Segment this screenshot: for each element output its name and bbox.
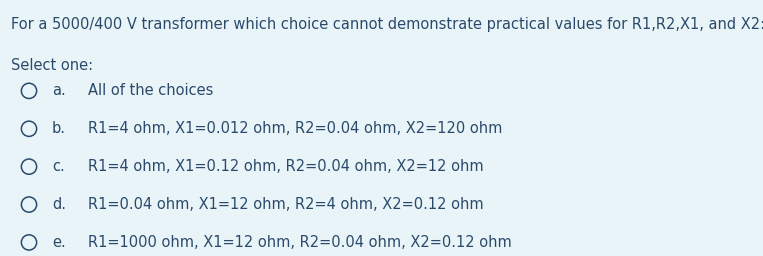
Text: e.: e. [52,235,66,250]
Text: d.: d. [52,197,66,212]
Text: R1=1000 ohm, X1=12 ohm, R2=0.04 ohm, X2=0.12 ohm: R1=1000 ohm, X1=12 ohm, R2=0.04 ohm, X2=… [88,235,511,250]
Text: R1=4 ohm, X1=0.12 ohm, R2=0.04 ohm, X2=12 ohm: R1=4 ohm, X1=0.12 ohm, R2=0.04 ohm, X2=1… [88,159,484,174]
Text: R1=0.04 ohm, X1=12 ohm, R2=4 ohm, X2=0.12 ohm: R1=0.04 ohm, X1=12 ohm, R2=4 ohm, X2=0.1… [88,197,484,212]
Text: b.: b. [52,121,66,136]
Text: c.: c. [52,159,65,174]
Text: All of the choices: All of the choices [88,83,213,98]
Text: For a 5000/400 V transformer which choice cannot demonstrate practical values fo: For a 5000/400 V transformer which choic… [11,17,763,32]
Text: a.: a. [52,83,66,98]
Text: Select one:: Select one: [11,58,94,73]
Text: R1=4 ohm, X1=0.012 ohm, R2=0.04 ohm, X2=120 ohm: R1=4 ohm, X1=0.012 ohm, R2=0.04 ohm, X2=… [88,121,502,136]
